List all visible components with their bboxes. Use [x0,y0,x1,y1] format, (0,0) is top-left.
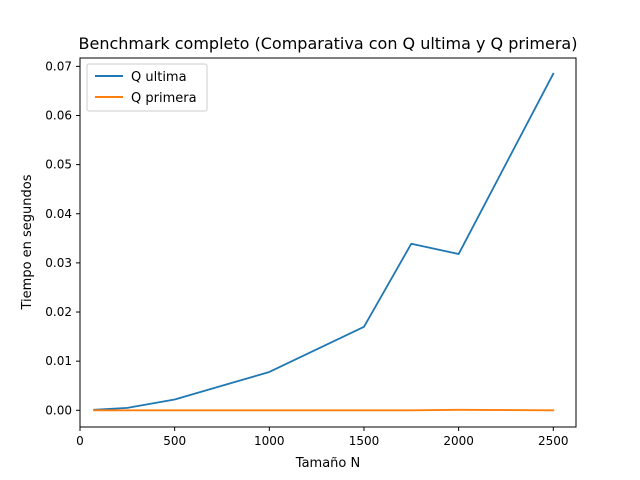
plot-frame [79,57,577,428]
y-tick-label: 0.03 [45,256,72,270]
series-line-q-ultima [93,72,555,411]
y-tick-label: 0.07 [45,59,72,73]
data-point-q-ultima [458,253,460,255]
x-tick-label: 2500 [538,434,569,448]
legend: Q ultima Q primera [86,63,208,112]
data-point-q-primera [126,409,128,411]
data-point-q-ultima [268,371,270,373]
data-point-q-ultima [126,407,128,409]
legend-label-q-primera: Q primera [131,91,197,106]
y-tick-label: 0.01 [45,354,72,368]
data-point-q-ultima [552,73,554,75]
x-tick-label: 0 [76,434,84,448]
x-tick-label: 1000 [254,434,285,448]
x-axis-label: Tamaño N [295,456,360,471]
x-tick-label: 2000 [443,434,474,448]
plot-area [93,72,555,412]
x-tick-label: 1500 [349,434,380,448]
y-tick-label: 0.06 [45,108,72,122]
data-point-q-primera [552,409,554,411]
y-tick-label: 0.00 [45,403,72,417]
data-point-q-primera [174,409,176,411]
legend-label-q-ultima: Q ultima [131,70,187,85]
x-tick-label: 500 [163,434,186,448]
y-axis-label: Tiempo en segundos [20,174,35,310]
data-point-q-primera [458,409,460,411]
data-point-q-ultima [410,243,412,245]
y-tick-label: 0.05 [45,158,72,172]
y-axis: 0.00 0.01 0.02 0.03 0.04 0.05 0.06 0.07 [45,59,80,417]
data-point-q-primera [410,409,412,411]
data-point-q-ultima [174,399,176,401]
data-point-q-primera [268,409,270,411]
y-tick-label: 0.02 [45,305,72,319]
x-axis: 0 500 1000 1500 2000 2500 [76,427,569,448]
data-point-q-primera [363,409,365,411]
data-point-q-ultima [363,326,365,328]
y-tick-label: 0.04 [45,207,72,221]
chart-title: Benchmark completo (Comparativa con Q ul… [79,34,578,53]
data-point-q-primera [93,409,95,411]
